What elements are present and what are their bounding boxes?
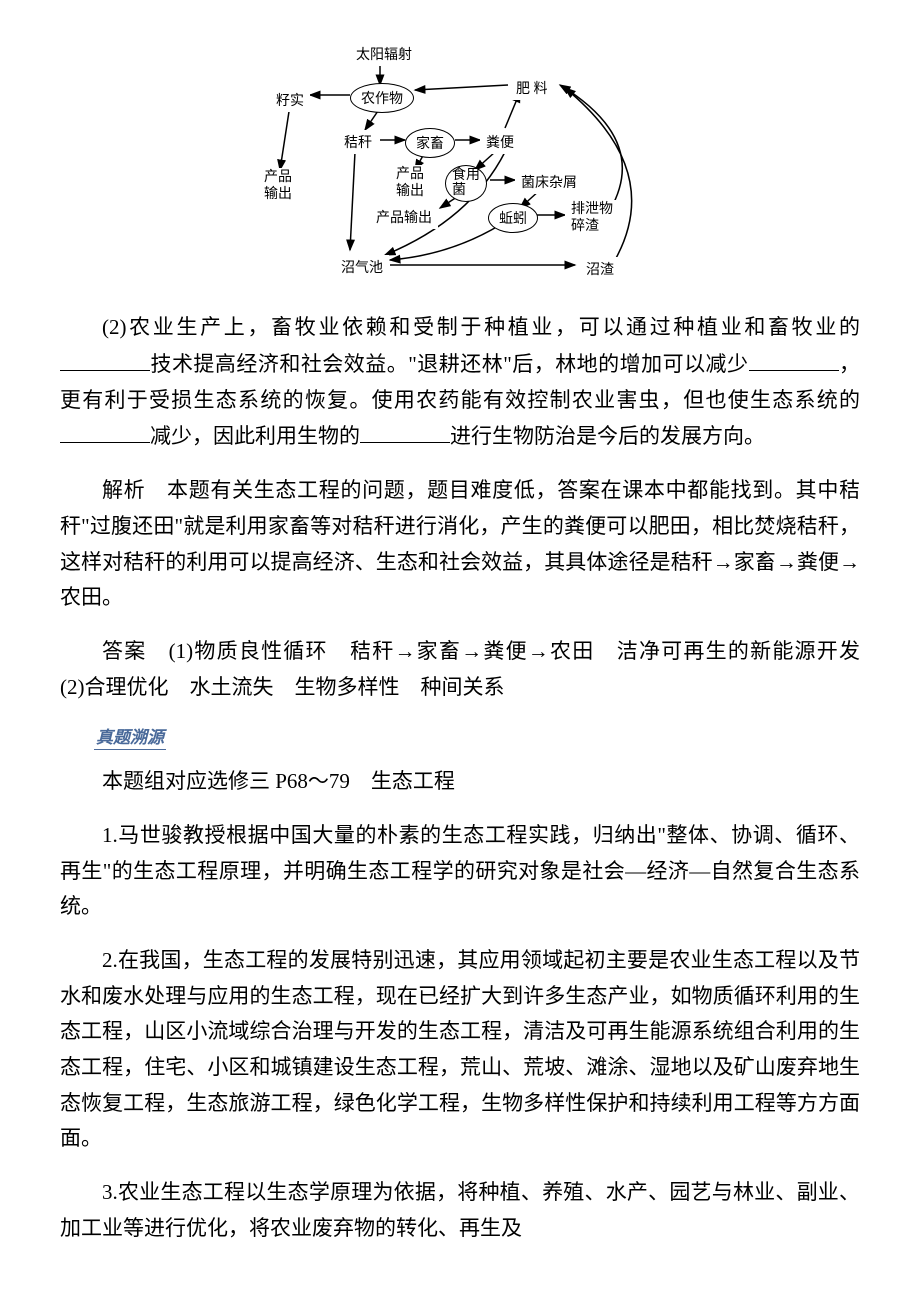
source-reference: 本题组对应选修三 P68～79 生态工程 (60, 764, 860, 800)
q2-mid1: 技术提高经济和社会效益。"退耕还林"后，林地的增加可以减少 (150, 352, 749, 376)
node-product-out3: 产品输出 (370, 205, 438, 229)
node-product-out2: 产品输出 (390, 165, 430, 203)
q2-prefix: (2)农业生产上，畜牧业依赖和受制于种植业，可以通过种植业和畜牧业的 (102, 315, 860, 339)
q2-suffix: 进行生物防治是今后的发展方向。 (450, 424, 765, 448)
node-bed-waste: 菌床杂屑 (515, 170, 583, 194)
blank-1 (60, 346, 150, 371)
source-label: 真题溯源 (94, 723, 166, 750)
question-2: (2)农业生产上，畜牧业依赖和受制于种植业，可以通过种植业和畜牧业的技术提高经济… (60, 310, 860, 455)
blank-3 (60, 418, 150, 443)
node-product-out1: 产品输出 (258, 168, 298, 206)
node-excrement: 排泄物碎渣 (565, 200, 619, 238)
node-biogas: 沼气池 (335, 255, 389, 279)
node-manure: 粪便 (480, 130, 520, 154)
answer-paragraph: 答案 (1)物质良性循环 秸秆→家畜→粪便→农田 洁净可再生的新能源开发 (2)… (60, 634, 860, 705)
node-livestock: 家畜 (405, 128, 455, 158)
node-mushroom: 食用菌 (445, 165, 487, 202)
numbered-para-1: 1.马世骏教授根据中国大量的朴素的生态工程实践，归纳出"整体、协调、循环、再生"… (60, 818, 860, 925)
node-crop: 农作物 (350, 83, 414, 113)
blank-2 (749, 346, 839, 371)
node-seed: 籽实 (270, 88, 310, 112)
ecological-diagram: 太阳辐射 籽实 农作物 肥 料 秸秆 家畜 粪便 产品输出 产品输出 食用菌 菌… (250, 40, 670, 290)
numbered-para-3: 3.农业生态工程以生态学原理为依据，将种植、养殖、水产、园艺与林业、副业、加工业… (60, 1175, 860, 1246)
numbered-para-2: 2.在我国，生态工程的发展特别迅速，其应用领域起初主要是农业生态工程以及节水和废… (60, 943, 860, 1157)
node-fertilizer: 肥 料 (510, 76, 554, 100)
node-residue: 沼渣 (580, 257, 620, 281)
node-straw: 秸秆 (338, 130, 378, 154)
q2-mid3: 减少，因此利用生物的 (150, 424, 360, 448)
diagram-container: 太阳辐射 籽实 农作物 肥 料 秸秆 家畜 粪便 产品输出 产品输出 食用菌 菌… (60, 40, 860, 290)
node-sun: 太阳辐射 (350, 42, 418, 66)
analysis-paragraph: 解析 本题有关生态工程的问题，题目难度低，答案在课本中都能找到。其中秸秆"过腹还… (60, 473, 860, 616)
blank-4 (360, 418, 450, 443)
node-earthworm: 蚯蚓 (488, 203, 538, 233)
